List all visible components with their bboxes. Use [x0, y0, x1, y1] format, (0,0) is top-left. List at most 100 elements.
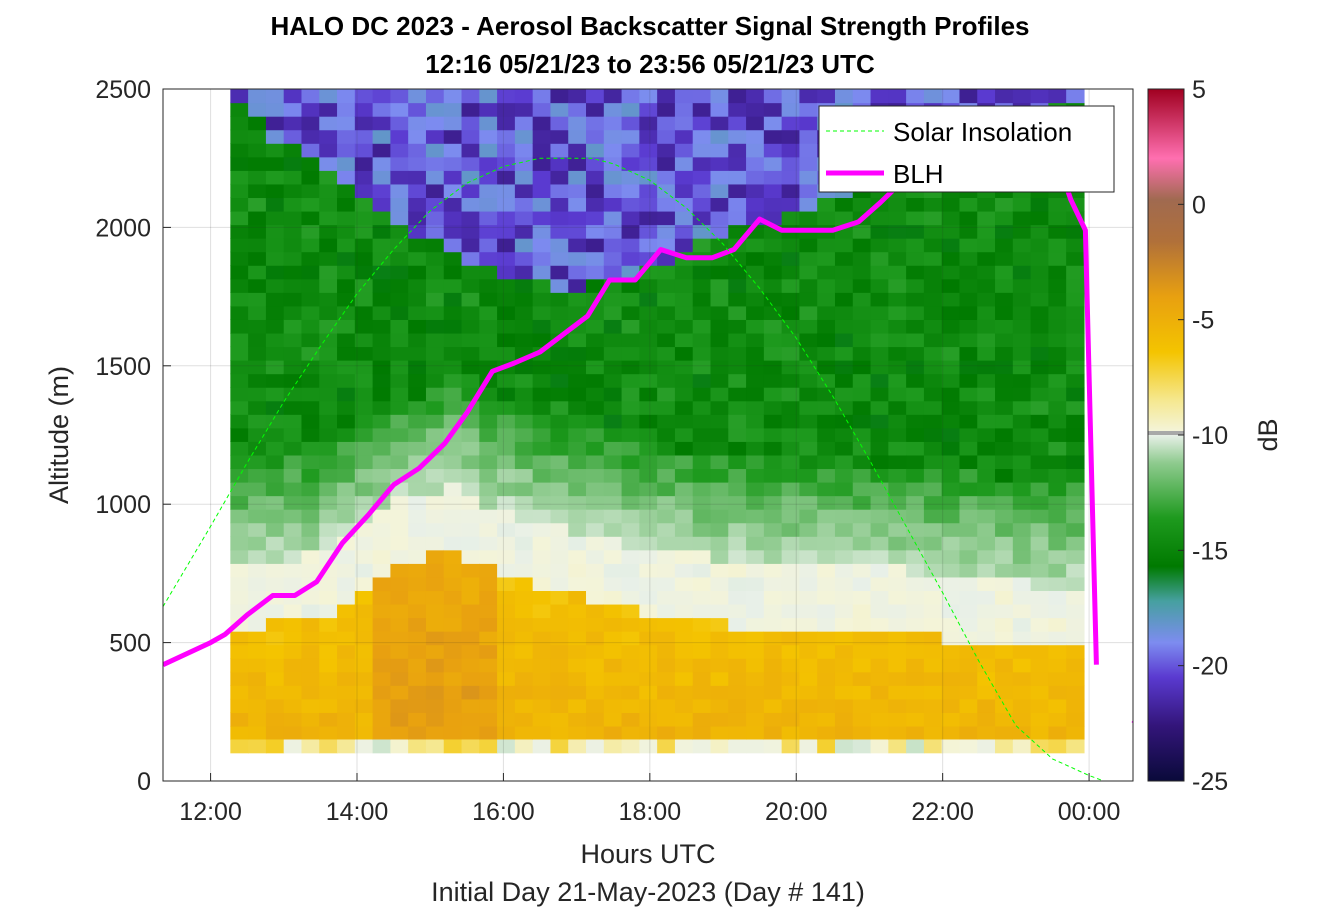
heatmap-cell: [461, 549, 480, 564]
heatmap-cell: [1030, 698, 1049, 713]
heatmap-cell: [692, 549, 712, 564]
heatmap-cell: [479, 685, 498, 700]
heatmap-cell: [852, 373, 872, 388]
heatmap-cell: [692, 102, 712, 117]
heatmap-cell: [354, 143, 374, 158]
heatmap-cell: [1030, 454, 1049, 470]
heatmap-cell: [265, 170, 285, 185]
heatmap-cell: [354, 739, 374, 754]
heatmap-cell: [728, 143, 747, 158]
heatmap-cell: [995, 427, 1014, 442]
heatmap-cell: [319, 319, 338, 334]
heatmap-cell: [674, 143, 694, 158]
heatmap-cell: [995, 305, 1014, 320]
heatmap-cell: [603, 739, 623, 754]
heatmap-cell: [746, 522, 765, 537]
heatmap-cell: [1048, 482, 1067, 497]
heatmap-cell: [781, 414, 801, 429]
heatmap-cell: [603, 129, 623, 144]
heatmap-cell: [532, 278, 552, 293]
heatmap-cell: [586, 739, 605, 754]
heatmap-cell: [1030, 387, 1049, 402]
heatmap-cell: [692, 725, 712, 741]
heatmap-cell: [568, 536, 587, 551]
heatmap-cell: [1030, 427, 1049, 442]
heatmap-cell: [977, 590, 996, 605]
heatmap-cell: [674, 319, 694, 334]
heatmap-cell: [728, 739, 747, 754]
heatmap-cell: [586, 698, 605, 713]
heatmap-cell: [319, 576, 338, 592]
heatmap-cell: [995, 197, 1014, 212]
heatmap-cell: [265, 509, 285, 524]
heatmap-cell: [799, 89, 818, 104]
heatmap-cell: [301, 725, 320, 741]
heatmap-cell: [319, 536, 338, 551]
heatmap-cell: [710, 360, 729, 375]
heatmap-cell: [230, 427, 249, 442]
heatmap-cell: [479, 536, 498, 551]
heatmap-cell: [728, 116, 747, 131]
backscatter-heatmap: [230, 89, 1085, 754]
heatmap-cell: [959, 631, 978, 646]
heatmap-cell: [230, 319, 249, 334]
heatmap-cell: [674, 414, 694, 429]
heatmap-cell: [906, 576, 925, 592]
heatmap-cell: [674, 522, 694, 537]
heatmap-cell: [301, 495, 320, 510]
heatmap-cell: [248, 617, 267, 632]
heatmap-cell: [568, 265, 587, 280]
heatmap-cell: [977, 400, 996, 415]
heatmap-cell: [852, 360, 872, 375]
heatmap-cell: [372, 197, 391, 212]
heatmap-cell: [532, 712, 552, 727]
heatmap-cell: [799, 671, 818, 686]
heatmap-cell: [621, 576, 640, 592]
heatmap-cell: [461, 305, 480, 320]
heatmap-cell: [1066, 278, 1085, 293]
heatmap-cell: [1030, 373, 1049, 388]
heatmap-cell: [817, 576, 836, 592]
heatmap-cell: [479, 143, 498, 158]
heatmap-cell: [674, 116, 694, 131]
heatmap-cell: [1030, 549, 1049, 564]
heatmap-cell: [248, 482, 267, 497]
heatmap-cell: [763, 522, 783, 537]
heatmap-cell: [425, 658, 445, 673]
heatmap-cell: [852, 603, 872, 619]
heatmap-cell: [1066, 495, 1085, 510]
heatmap-cell: [888, 346, 907, 361]
heatmap-cell: [372, 536, 391, 551]
heatmap-cell: [425, 116, 445, 131]
heatmap-cell: [354, 197, 374, 212]
heatmap-cell: [319, 265, 338, 280]
heatmap-cell: [461, 603, 480, 619]
heatmap-cell: [906, 468, 925, 483]
heatmap-cell: [1048, 685, 1067, 700]
heatmap-cell: [746, 278, 765, 293]
y-tick-label: 0: [137, 768, 151, 796]
heatmap-cell: [354, 400, 374, 415]
heatmap-cell: [1030, 522, 1049, 537]
heatmap-cell: [301, 563, 320, 578]
heatmap-cell: [906, 224, 925, 239]
heatmap-cell: [906, 89, 925, 104]
heatmap-cell: [568, 183, 587, 199]
heatmap-cell: [959, 265, 978, 280]
heatmap-cell: [692, 658, 712, 673]
heatmap-cell: [248, 414, 267, 429]
heatmap-cell: [781, 332, 801, 348]
heatmap-cell: [603, 427, 623, 442]
heatmap-cell: [550, 482, 569, 497]
heatmap-cell: [372, 658, 391, 673]
heatmap-cell: [941, 468, 961, 483]
heatmap-cell: [657, 332, 676, 348]
heatmap-cell: [497, 590, 516, 605]
heatmap-cell: [781, 685, 801, 700]
heatmap-cell: [586, 278, 605, 293]
heatmap-cell: [514, 210, 534, 226]
heatmap-cell: [870, 305, 889, 320]
heatmap-cell: [390, 183, 409, 199]
heatmap-cell: [408, 89, 427, 104]
